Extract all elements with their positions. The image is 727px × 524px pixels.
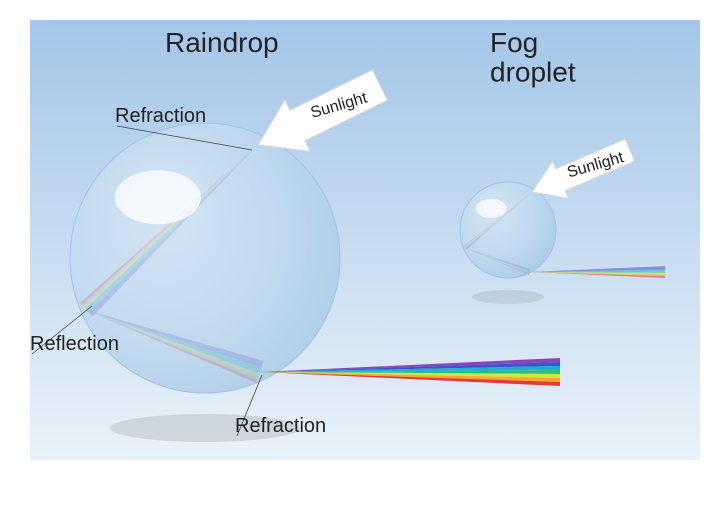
fogdroplet-sphere — [460, 182, 556, 278]
fogdroplet-highlight — [476, 199, 507, 218]
label-refraction-top: Refraction — [115, 105, 206, 127]
raindrop-highlight — [115, 170, 201, 224]
label-refraction-bottom: Refraction — [235, 415, 326, 437]
optics-diagram: SunlightSunlightRefractionReflectionRefr… — [0, 0, 727, 524]
fogdroplet-shadow — [472, 290, 544, 304]
label-reflection: Reflection — [30, 333, 119, 355]
figure-canvas: SunlightSunlightRefractionReflectionRefr… — [0, 0, 727, 524]
title-raindrop: Raindrop — [165, 27, 279, 58]
